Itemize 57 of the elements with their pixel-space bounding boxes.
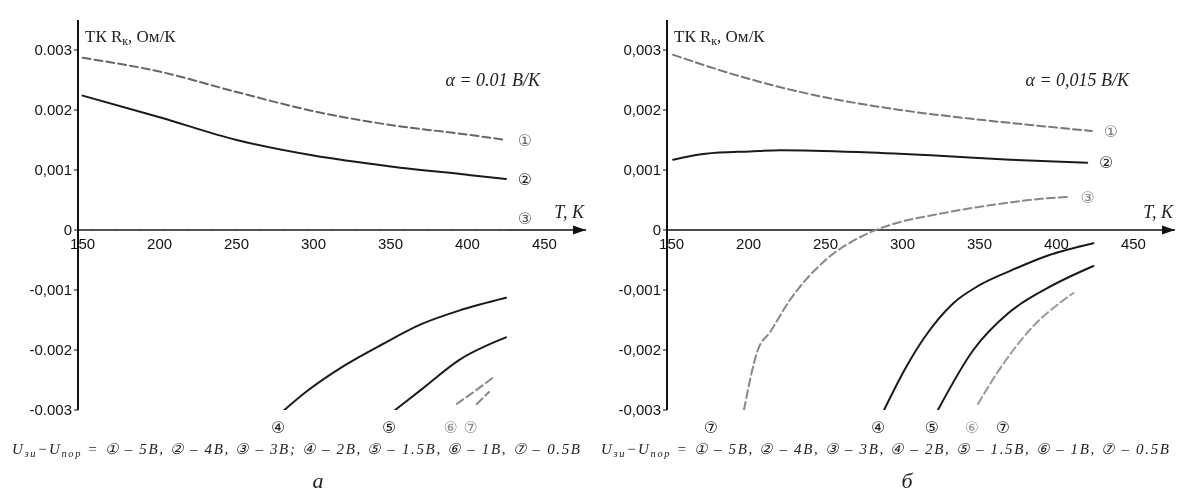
annotation: α = 0,015 В/К	[1025, 70, 1131, 90]
x-tick-label: 200	[147, 234, 173, 252]
series-label: ②	[517, 169, 533, 189]
series-label: ③	[1080, 187, 1095, 207]
y-tick-label: 0,003	[623, 41, 661, 59]
y-tick-label: -0.002	[29, 341, 72, 359]
line-series	[394, 336, 507, 410]
text: U$_{зи}$−U$_{пор}$ = ① – 5В, ② – 4В, ③ – 3В, ④ – 2В, ⑤ – 1.5В, ⑥ – 1В, ⑦ – 0.5В	[601, 441, 1169, 459]
x-axis-title: T, K	[554, 202, 585, 222]
text: б	[901, 468, 914, 493]
series-label: ⑤	[381, 417, 397, 437]
series-label: ②	[1099, 153, 1114, 173]
annotation: α = 0.01 В/К	[445, 70, 542, 90]
line-series	[81, 94, 507, 180]
series-label: ③	[517, 208, 533, 228]
y-tick-label: 0	[652, 221, 661, 239]
text: а	[312, 468, 324, 493]
series-label: ⑤	[924, 417, 940, 437]
y-tick-label: -0,002	[618, 341, 661, 359]
x-tick-label: 250	[224, 234, 250, 252]
y-tick-label: 0,002	[623, 101, 661, 119]
y-axis-title: ТК R$_{к}$, Ом/К	[674, 27, 766, 48]
line-series	[672, 149, 1089, 164]
y-tick-label: -0,001	[618, 281, 661, 299]
x-tick-label: 300	[890, 234, 916, 252]
text: ⑦	[995, 417, 1011, 437]
series-label: ④	[870, 417, 886, 437]
y-axis-title: ТК R$_{к}$, Ом/К	[85, 27, 177, 48]
series-label: ①	[517, 130, 533, 150]
x-tick-label: 350	[377, 234, 404, 252]
y-tick-label: 0.003	[34, 41, 72, 59]
y-tick-label: 0	[63, 221, 72, 239]
y-tick-label: 0,001	[34, 161, 72, 179]
x-tick-label: 350	[966, 234, 993, 252]
x-tick-label: 400	[454, 234, 480, 252]
line-series	[976, 292, 1075, 405]
x-tick-label: 200	[736, 234, 762, 252]
x-tick-label: 450	[531, 234, 557, 252]
x-axis-title: T, K	[1143, 202, 1174, 222]
series-label: ⑥	[443, 417, 458, 437]
series-label: ①	[1103, 121, 1119, 141]
y-tick-label: 0.002	[34, 101, 72, 119]
y-tick-label: -0.003	[29, 401, 72, 419]
y-tick-label: 0,001	[623, 161, 661, 179]
x-tick-label: 300	[301, 234, 327, 252]
y-tick-label: -0,001	[29, 281, 72, 299]
series-label: ④	[271, 417, 286, 437]
line-series	[283, 296, 507, 410]
x-tick-label: 250	[813, 234, 839, 252]
x-tick-label: 400	[1043, 234, 1069, 252]
text: U$_{зи}$−U$_{пор}$ = ① – 5В, ② – 4В, ③ – 3В; ④ – 2В, ⑤ – 1.5В, ⑥ – 1В, ⑦ – 0.5В	[12, 441, 580, 459]
text: ⑦	[703, 417, 719, 437]
series-label: ⑦	[463, 417, 478, 437]
line-series	[936, 265, 1095, 410]
y-tick-label: -0,003	[618, 401, 661, 419]
series-label: ⑥	[964, 417, 980, 437]
x-tick-label: 450	[1120, 234, 1146, 252]
